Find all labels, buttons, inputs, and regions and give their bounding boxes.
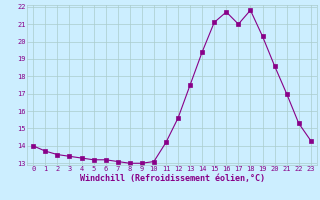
X-axis label: Windchill (Refroidissement éolien,°C): Windchill (Refroidissement éolien,°C) <box>79 174 265 183</box>
